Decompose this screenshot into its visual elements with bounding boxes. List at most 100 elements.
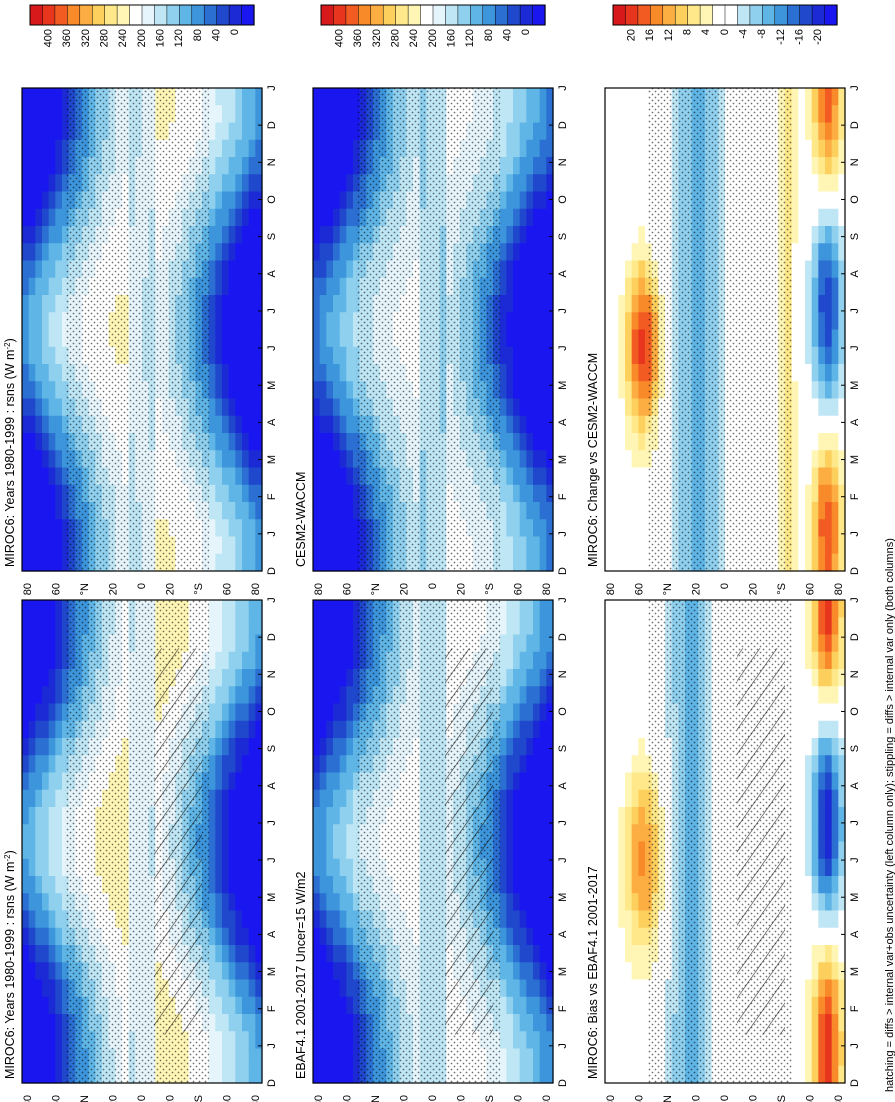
month-tick-label: O (557, 195, 569, 204)
heat-cell (631, 962, 639, 981)
heat-cell (235, 381, 243, 400)
heat-cell (208, 945, 216, 963)
heat-cell (539, 502, 547, 520)
heat-cell (526, 841, 534, 860)
heat-cell (319, 893, 327, 912)
heat-cell (539, 755, 547, 774)
heat-cell (248, 789, 256, 808)
heat-cell (55, 807, 63, 825)
heat-cell (333, 669, 341, 687)
heat-cell (339, 398, 347, 417)
heat-cell (222, 536, 230, 555)
heat-cell (22, 686, 30, 705)
heat-cell (339, 502, 347, 520)
heat-cell (255, 686, 263, 705)
heat-cell (313, 893, 321, 912)
heat-cell (539, 364, 547, 382)
heat-cell (499, 807, 507, 825)
heat-cell (506, 346, 514, 365)
heat-cell (313, 191, 321, 210)
heat-cell (35, 157, 43, 175)
heat-cell (605, 651, 613, 670)
heat-cell (346, 651, 354, 670)
heat-cell (208, 381, 216, 400)
heat-cell (519, 484, 527, 503)
heat-cell (255, 755, 263, 774)
heat-cell (228, 600, 236, 618)
heat-cell (255, 927, 263, 946)
panel-title-end: ) (3, 338, 17, 342)
heat-cell (605, 807, 613, 825)
heat-cell (28, 945, 36, 963)
heat-cell (48, 277, 56, 296)
heat-cell (533, 1065, 541, 1084)
heat-cell (28, 617, 36, 636)
heat-cell (638, 1048, 646, 1067)
heat-cell (346, 277, 354, 296)
heat-cell (346, 876, 354, 894)
heat-cell (631, 824, 639, 843)
heat-cell (346, 174, 354, 193)
heat-cell (638, 841, 646, 860)
heat-cell (28, 1065, 36, 1084)
heat-cell (319, 962, 327, 981)
panel-title: EBAF4.1 2001-2017 Uncer=15 W/m2 (294, 872, 308, 1079)
heat-cell (222, 927, 230, 946)
heat-cell (513, 1048, 521, 1067)
heat-cell (339, 686, 347, 705)
heat-cell (625, 945, 633, 963)
month-tick-label: N (266, 158, 278, 166)
heat-cell (55, 88, 63, 106)
heat-cell (35, 910, 43, 929)
lat-tick-label: °N (370, 1095, 382, 1102)
heat-cell (228, 295, 236, 313)
heat-cell (42, 415, 50, 434)
heat-cell (28, 1031, 36, 1050)
heat-cell (333, 519, 341, 538)
heat-cell (22, 364, 30, 382)
heat-cell (42, 979, 50, 998)
month-tick-label: A (557, 418, 569, 426)
heat-cell (339, 720, 347, 739)
heat-cell (519, 398, 527, 417)
heat-cell (638, 1014, 646, 1032)
heat-cell (215, 415, 223, 434)
heat-cell (346, 703, 354, 722)
heat-cell (313, 174, 321, 193)
heat-cell (539, 772, 547, 791)
heat-cell (208, 617, 216, 636)
month-tick-label: A (557, 269, 569, 277)
heat-cell (228, 634, 236, 653)
heat-cell (222, 807, 230, 825)
heat-cell (48, 450, 56, 469)
heat-cell (519, 893, 527, 912)
heat-cell (48, 122, 56, 141)
heat-cell (539, 450, 547, 469)
heat-cell (499, 415, 507, 434)
heat-cell (533, 450, 541, 469)
heat-cell (55, 720, 63, 739)
heat-cell (208, 858, 216, 877)
heat-cell (242, 381, 250, 400)
panel-title: MIROC6: Years 1980-1999 : rsns (W m-2) (3, 338, 18, 567)
heat-cell (235, 669, 243, 687)
heat-cell (333, 208, 341, 227)
heat-cell (539, 88, 547, 106)
heat-cell (228, 876, 236, 894)
heat-cell (499, 260, 507, 279)
colorbar-swatch (494, 4, 509, 26)
heat-cell (35, 329, 43, 348)
heat-cell (333, 807, 341, 825)
heat-cell (215, 484, 223, 503)
heat-cell (605, 738, 613, 756)
heat-cell (22, 346, 30, 365)
heat-cell (513, 634, 521, 653)
heat-cell (28, 433, 36, 451)
heat-cell (499, 364, 507, 382)
heat-cell (319, 772, 327, 791)
heat-cell (208, 157, 216, 175)
heat-cell (255, 979, 263, 998)
heat-cell (228, 519, 236, 538)
heat-cell (222, 329, 230, 348)
